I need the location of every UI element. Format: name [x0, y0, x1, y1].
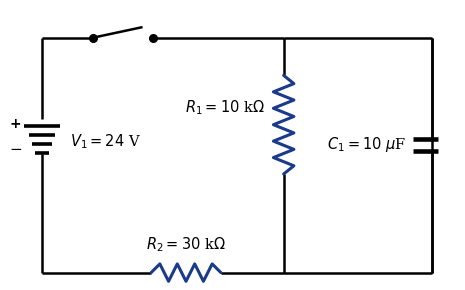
Text: $C_1 = 10$ $\mu$F: $C_1 = 10$ $\mu$F	[327, 135, 406, 155]
Text: $R_1 = 10$ k$\Omega$: $R_1 = 10$ k$\Omega$	[186, 98, 265, 117]
Text: +: +	[10, 117, 22, 131]
Text: −: −	[9, 142, 22, 157]
Text: $V_1 = 24$ V: $V_1 = 24$ V	[70, 133, 141, 151]
Text: $R_2 = 30$ k$\Omega$: $R_2 = 30$ k$\Omega$	[146, 235, 226, 254]
